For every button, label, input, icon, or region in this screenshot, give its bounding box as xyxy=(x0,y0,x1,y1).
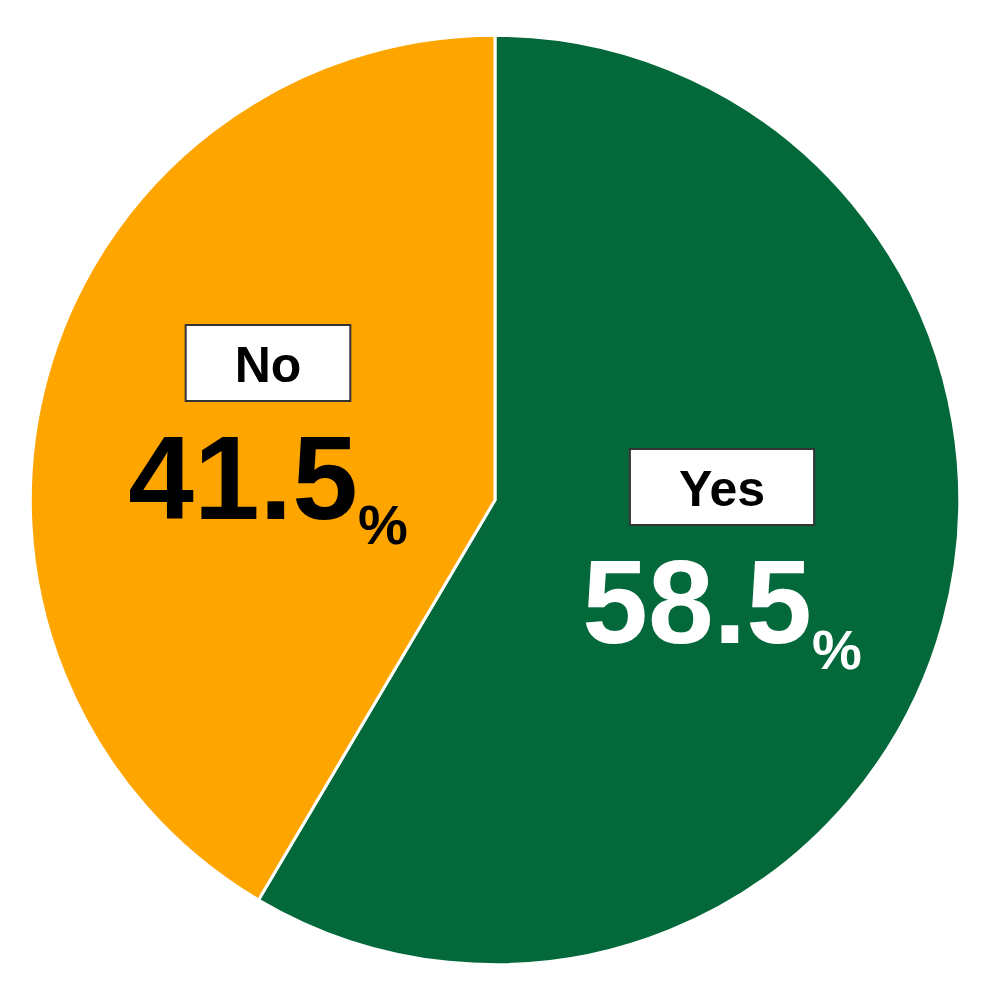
svg-text:58.5: 58.5 xyxy=(582,536,812,668)
svg-text:Yes: Yes xyxy=(679,461,765,517)
svg-text:%: % xyxy=(358,493,408,556)
svg-text:No: No xyxy=(235,337,302,393)
svg-text:%: % xyxy=(812,618,862,681)
svg-text:41.5: 41.5 xyxy=(128,412,358,544)
